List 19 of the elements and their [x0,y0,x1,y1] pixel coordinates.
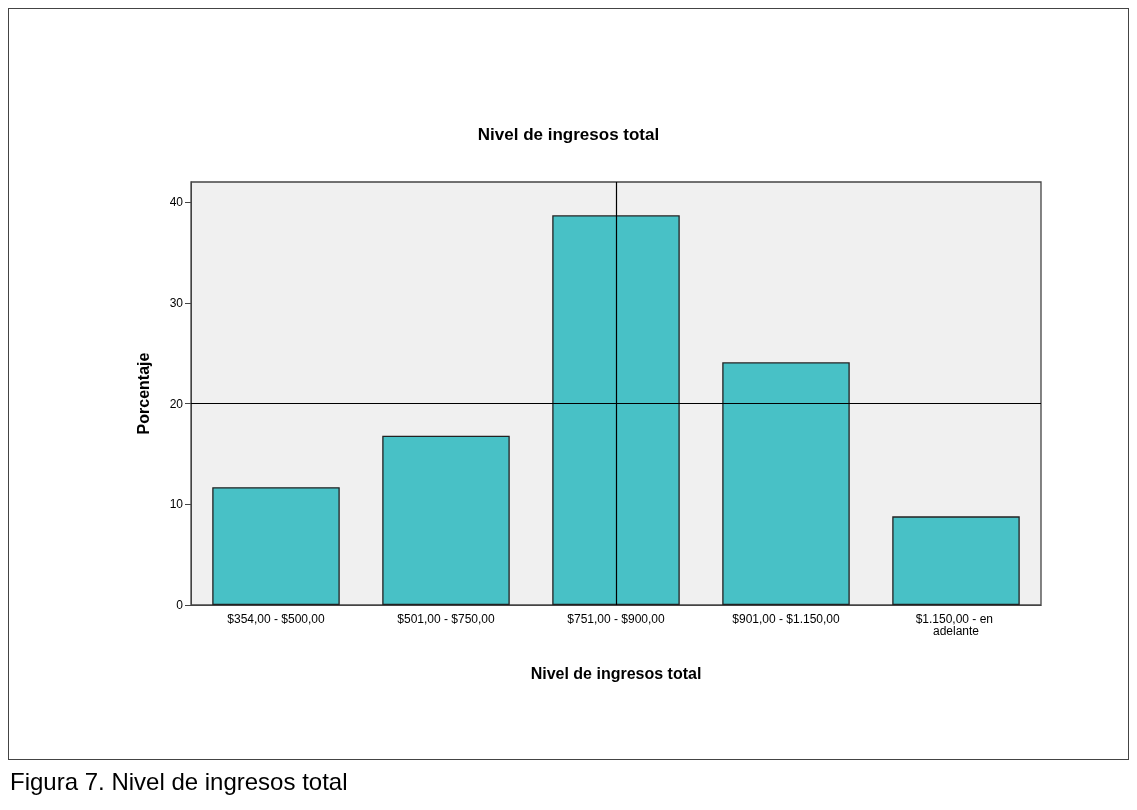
bar [552,215,680,605]
y-tick-label: 0 [176,598,184,612]
y-tick-label: 40 [169,195,184,210]
x-axis-title: Nivel de ingresos total [530,664,702,682]
x-tick-label: $354,00 - $500,00 [227,612,326,626]
y-tick-label: 10 [169,497,184,512]
bar [212,487,340,605]
chart-title: Nivel de ingresos total [477,125,660,144]
y-tick-label: 20 [169,396,184,411]
bar [722,362,850,605]
bar [892,516,1020,605]
y-tick-label: 30 [169,295,184,310]
x-tick-label: $901,00 - $1.150,00 [732,612,841,626]
x-tick-label: $1.150,00 - en adelante [915,612,997,638]
y-axis-title: Porcentaje [134,352,152,435]
x-tick-label: $751,00 - $900,00 [567,612,666,626]
text: Figura 7. Nivel de ingresos total [10,768,349,796]
x-tick-label: $501,00 - $750,00 [397,612,496,626]
bar [382,435,510,605]
